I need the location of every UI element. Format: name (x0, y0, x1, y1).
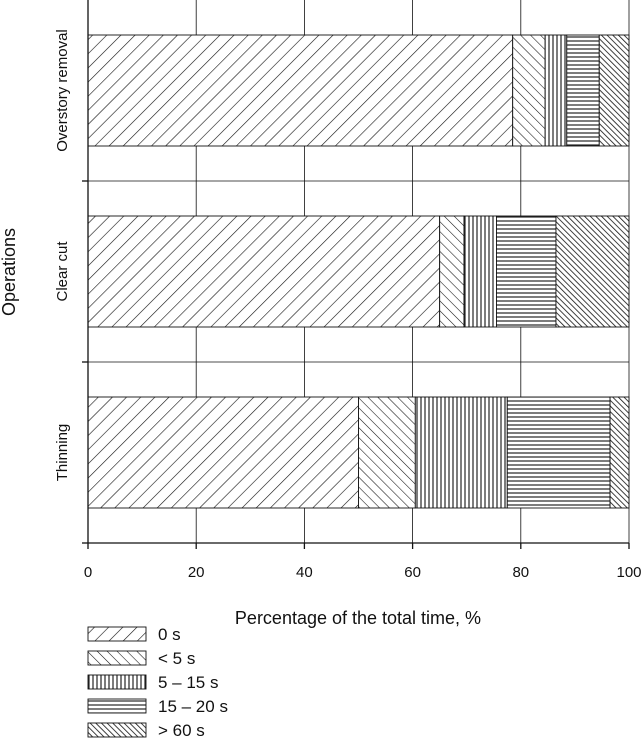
bar-segment (414, 396, 508, 509)
legend-swatch (87, 650, 147, 666)
bar-segment (463, 215, 497, 328)
legend-swatch (87, 674, 147, 690)
bar-segment (609, 396, 630, 509)
bar-segment (496, 215, 557, 328)
legend-label: 5 – 15 s (158, 673, 219, 692)
bar-segment (506, 396, 611, 509)
y-category-label: Thinning (54, 424, 71, 482)
y-category-labels: Overstory removal Clear cut Thinning (54, 29, 71, 481)
legend-label: 0 s (158, 625, 181, 644)
legend-label: > 60 s (158, 721, 205, 740)
x-tick-label: 20 (188, 564, 205, 581)
x-axis-title: Percentage of the total time, % (235, 608, 481, 628)
bar-segment (544, 34, 568, 147)
x-tick-label: 0 (84, 564, 92, 581)
bar-segment (87, 396, 359, 509)
legend-label: 15 – 20 s (158, 697, 228, 716)
x-tick-label: 80 (512, 564, 529, 581)
y-axis-title: Operations (0, 228, 19, 316)
y-category-label: Clear cut (54, 241, 71, 302)
legend-swatch (87, 722, 147, 738)
x-tick-label: 60 (404, 564, 421, 581)
x-tick-label: 40 (296, 564, 313, 581)
axes (82, 0, 629, 544)
x-ticks: 0 20 40 60 80 100 (84, 543, 642, 581)
bars (87, 34, 630, 509)
legend-label: < 5 s (158, 649, 195, 668)
y-category-label: Overstory removal (54, 29, 71, 152)
bar-segment (87, 215, 441, 328)
legend-swatch (87, 626, 147, 642)
legend-swatch (87, 698, 147, 714)
bar-segment (598, 34, 630, 147)
bar-segment (358, 396, 416, 509)
bar-segment (87, 34, 514, 147)
bar-segment (439, 215, 465, 328)
legend: 0 s < 5 s 5 – 15 s 15 – 20 s > 60 s (87, 625, 228, 740)
bar-segment (512, 34, 546, 147)
bar-segment (555, 215, 630, 328)
x-tick-label: 100 (616, 564, 641, 581)
bar-segment (566, 34, 600, 147)
